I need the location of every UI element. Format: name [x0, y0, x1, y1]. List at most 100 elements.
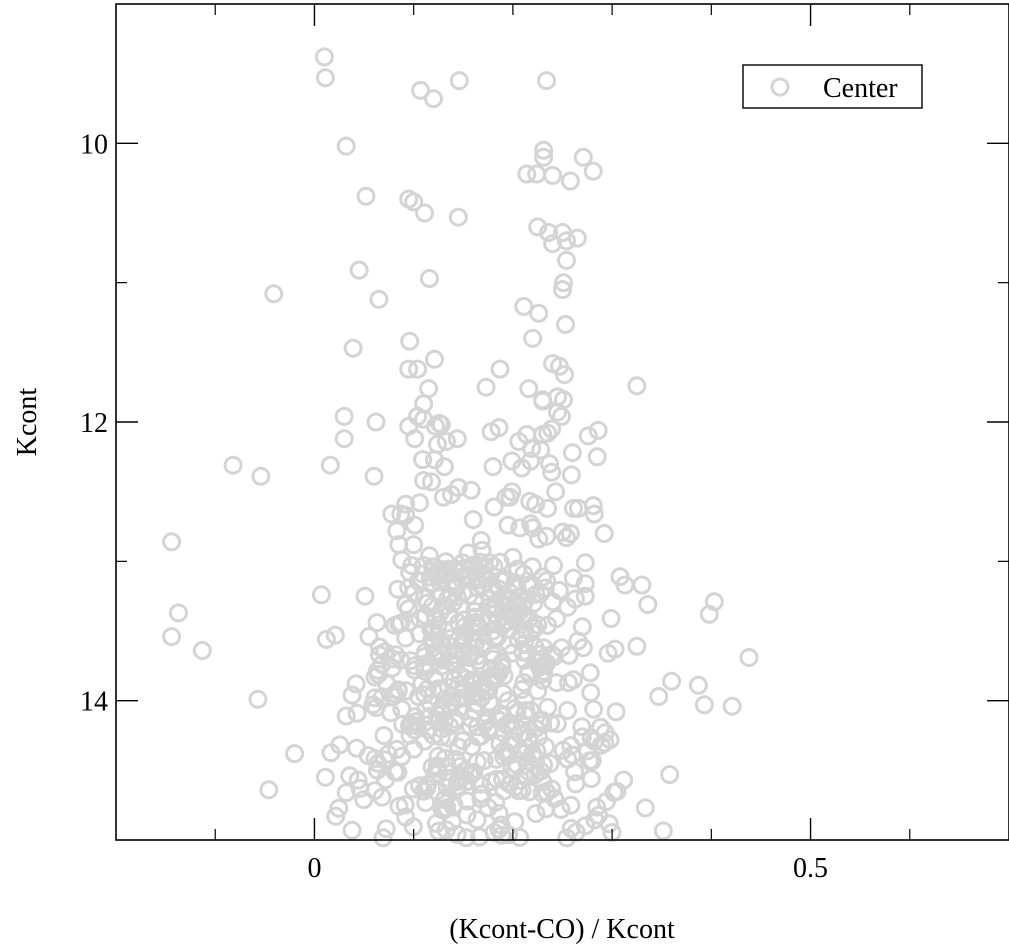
data-point — [428, 705, 448, 725]
data-point — [420, 546, 439, 566]
data-point — [547, 673, 566, 693]
legend-label-center: Center — [823, 73, 898, 104]
data-point — [320, 455, 340, 475]
data-point — [481, 422, 501, 442]
data-point — [568, 498, 588, 518]
data-point — [162, 532, 182, 552]
data-point — [399, 599, 419, 619]
data-point — [329, 798, 349, 818]
data-point — [558, 700, 577, 720]
y-axis-label: Kcont — [12, 388, 43, 457]
data-point — [635, 798, 655, 818]
data-point — [544, 556, 564, 575]
data-point — [561, 736, 581, 756]
data-point — [638, 595, 658, 614]
data-point — [342, 685, 362, 705]
data-point — [370, 637, 389, 657]
data-point — [448, 689, 468, 709]
data-point — [606, 702, 626, 722]
data-point — [452, 766, 472, 786]
data-point — [572, 717, 592, 737]
data-point — [484, 497, 504, 517]
data-point — [436, 432, 456, 451]
data-point — [557, 828, 577, 848]
data-point — [404, 192, 424, 212]
data-point — [543, 234, 563, 254]
data-point — [510, 724, 530, 744]
legend: Center — [742, 64, 923, 109]
data-point — [408, 571, 428, 591]
data-point — [549, 581, 569, 600]
data-point — [493, 683, 513, 703]
data-point — [446, 749, 466, 769]
ticks-layer — [116, 4, 1009, 840]
data-point — [594, 524, 614, 543]
data-point — [534, 140, 554, 160]
data-point — [437, 778, 457, 797]
data-point — [591, 717, 611, 737]
data-point — [627, 376, 647, 396]
data-point — [526, 584, 546, 604]
data-point — [336, 136, 356, 156]
data-point — [507, 560, 527, 580]
data-point — [396, 494, 416, 514]
data-point — [399, 359, 419, 379]
data-point — [500, 487, 520, 507]
data-point — [388, 681, 408, 701]
data-point — [472, 638, 492, 658]
data-point — [560, 524, 580, 543]
data-point — [514, 634, 534, 654]
data-point — [567, 228, 587, 248]
data-point — [381, 703, 401, 723]
data-point — [376, 819, 396, 839]
data-point — [369, 289, 389, 309]
data-point — [358, 746, 378, 766]
data-point — [418, 679, 437, 699]
data-point — [342, 820, 362, 840]
data-point — [517, 164, 537, 184]
data-point — [497, 715, 516, 735]
data-point — [428, 746, 448, 766]
data-point — [588, 420, 608, 440]
data-point — [562, 443, 582, 463]
data-point — [396, 807, 416, 827]
data-point — [472, 563, 492, 583]
data-point — [372, 687, 392, 707]
data-point — [526, 804, 546, 823]
data-point — [575, 553, 595, 573]
data-point — [538, 615, 558, 635]
data-point — [538, 498, 558, 518]
data-point — [553, 280, 572, 300]
data-point — [604, 782, 624, 802]
data-point — [578, 426, 598, 446]
data-point — [584, 504, 604, 524]
data-point — [374, 726, 394, 745]
data-point — [440, 716, 460, 736]
data-point — [476, 377, 496, 397]
data-point — [417, 778, 437, 798]
data-point — [373, 828, 393, 848]
data-point — [420, 269, 439, 288]
data-point — [461, 762, 481, 782]
data-point — [529, 303, 549, 323]
data-point — [498, 746, 518, 766]
data-point — [649, 687, 669, 706]
data-point — [415, 588, 435, 608]
data-point — [334, 406, 354, 426]
data-point — [315, 68, 335, 88]
data-point — [599, 814, 619, 834]
data-point — [414, 471, 434, 490]
data-point — [410, 493, 430, 513]
data-point — [433, 487, 453, 507]
data-point — [469, 651, 488, 670]
data-point — [382, 504, 402, 524]
points-layer — [162, 47, 759, 848]
x-axis-label: (Kcont-CO) / Kcont — [449, 914, 675, 945]
data-point — [285, 744, 305, 764]
data-point — [440, 629, 460, 649]
data-point — [555, 365, 574, 385]
data-point — [336, 706, 356, 726]
data-point — [422, 472, 441, 492]
data-point — [573, 147, 593, 167]
data-point — [523, 575, 543, 595]
